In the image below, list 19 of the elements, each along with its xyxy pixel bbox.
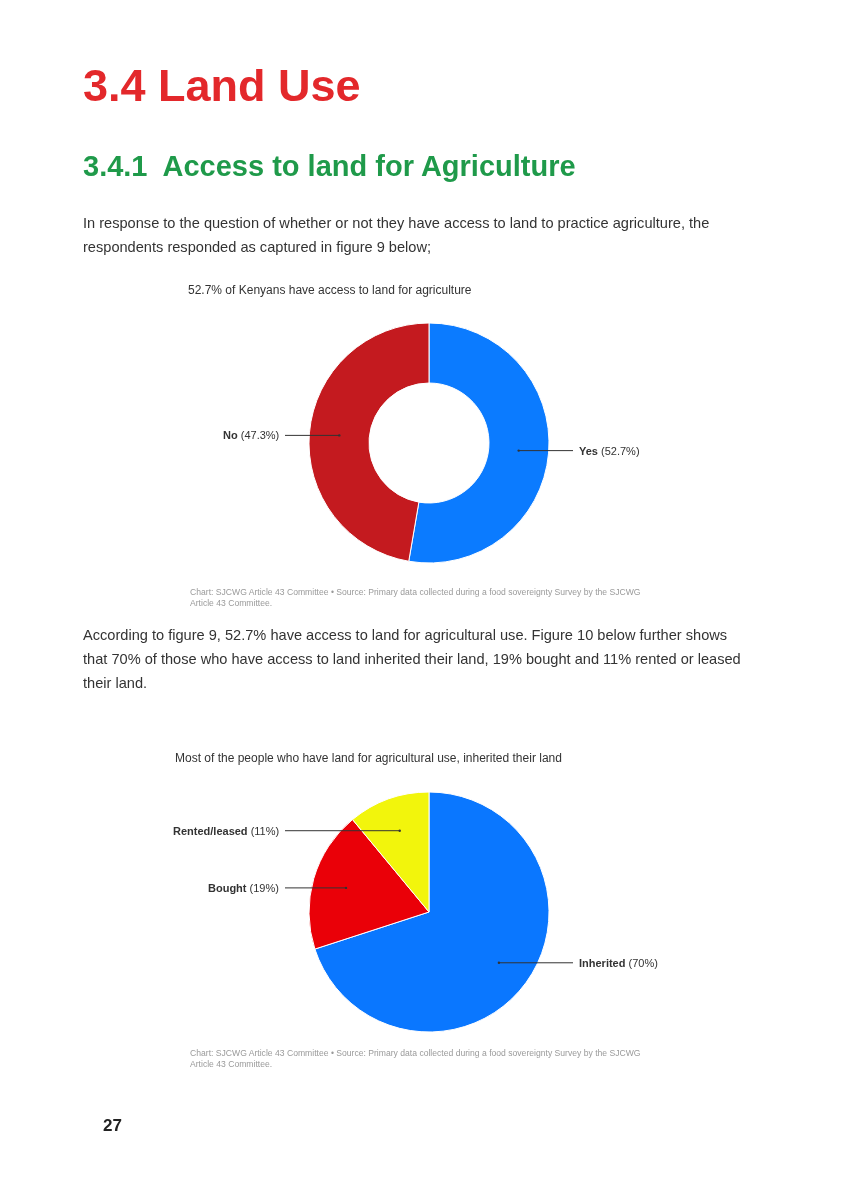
slice-label: Rented/leased [173, 825, 248, 837]
slice-label: Inherited [579, 957, 626, 969]
text: 3.4.1 Access to land for Agriculture [83, 150, 576, 183]
text: 3.4 Land Use [83, 60, 361, 112]
chart-title: 52.7% of Kenyans have access to land for agriculture [188, 283, 472, 298]
slice-label: Bought [208, 882, 247, 894]
slice-label: No [223, 429, 238, 441]
text: Chart: SJCWG Article 43 Committee • Source: Primary data collected during a food sovereignty Survey by the SJCWG Article 43 Committee. [190, 587, 641, 609]
data-label: (11%) [250, 825, 280, 837]
text: 27 [103, 1116, 122, 1136]
data-label: (52.7%) [601, 445, 640, 457]
chart-title: Most of the people who have land for agricultural use, inherited their land [175, 751, 562, 766]
text: According to figure 9, 52.7% have access to land for agricultural use. Figure 10 below further shows that 70% of those who have access to land inherited their land, 19% bought and 11% rented or leased their land. [83, 626, 742, 693]
text: Chart: SJCWG Article 43 Committee • Source: Primary data collected during a food sovereignty Survey by the SJCWG Article 43 Committee. [190, 1048, 641, 1070]
data-label: (70%) [628, 957, 658, 969]
data-label: (47.3%) [240, 429, 280, 441]
text: In response to the question of whether or not they have access to land to practice agriculture, the respondents responded as captured in figure 9 below; [83, 214, 711, 257]
data-label: (19%) [249, 882, 279, 894]
slice-label: Yes [579, 445, 598, 457]
